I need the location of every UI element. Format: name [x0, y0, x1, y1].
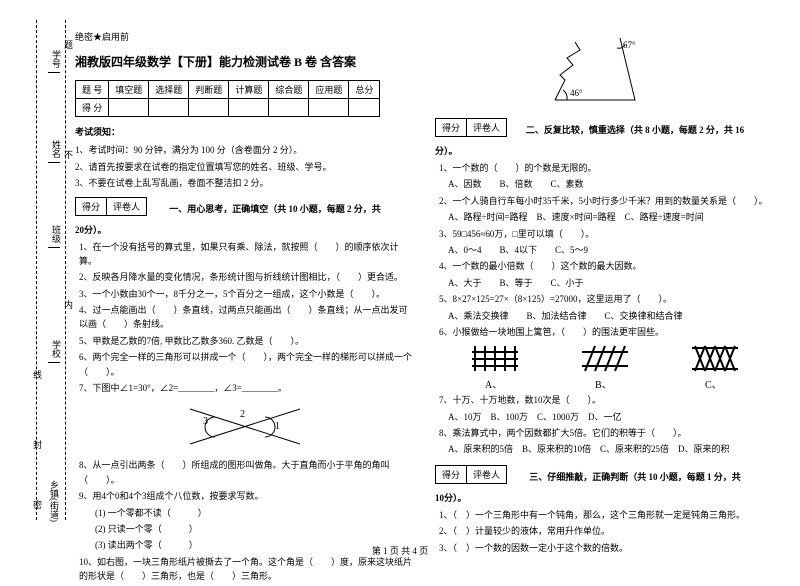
grader-box: 得分 评卷人	[435, 118, 507, 137]
svg-text:46°: 46°	[570, 88, 583, 98]
td: 得 分	[76, 99, 109, 117]
sidebar-underline	[48, 72, 60, 73]
th: 计算题	[229, 81, 269, 99]
svg-text:B、: B、	[595, 380, 612, 391]
section3-title-cont: 10分）。	[435, 491, 775, 504]
grader-cell[interactable]: 评卷人	[467, 466, 506, 483]
th: 填空题	[109, 81, 149, 99]
question: 1、在一个没有括号的算式里，如果只有乘、除法，就按照（ ）的顺序依次计算。	[79, 240, 415, 269]
grader-underline	[435, 483, 490, 484]
sub-question: (1) 一个零都不读（ ）	[95, 506, 415, 520]
question: 3、59□456≈60万，□里可以填（ ）。	[439, 227, 775, 241]
dash-mark: 题	[62, 40, 75, 49]
score-cell[interactable]: 得分	[436, 466, 467, 483]
angle-diagram: 3 2 1	[185, 399, 305, 454]
torn-triangle-diagram: 67° 46°	[545, 30, 665, 110]
th: 题 号	[76, 81, 109, 99]
td[interactable]	[309, 99, 349, 117]
td[interactable]	[229, 99, 269, 117]
question: 1、一个数的（ ）的个数是无限的。	[439, 161, 775, 175]
section1-title-cont: 20分）。	[75, 223, 415, 236]
grader-box: 得分 评卷人	[75, 197, 147, 216]
th: 应用题	[309, 81, 349, 99]
question: 4、一个数的最小倍数（ ）这个数的最大因数。	[439, 259, 775, 273]
svg-text:A、: A、	[485, 380, 502, 391]
page-footer: 第 1 页 共 4 页	[0, 544, 800, 557]
dash-mark: 不	[62, 150, 75, 159]
options: A、乘法交换律 B、加法结合律 C、交换律和结合律	[439, 309, 775, 323]
dash-mark: 密	[31, 500, 44, 509]
grader-cell[interactable]: 评卷人	[467, 119, 506, 136]
options: A、10万 B、100万 C、1000万 D、一亿	[439, 410, 775, 424]
td[interactable]	[189, 99, 229, 117]
td[interactable]	[109, 99, 149, 117]
question: 2、一个人骑自行车每小时35千米，5小时行多少千米？用到的数量关系是（ ）。	[439, 194, 775, 208]
question: 5、8×27×125=27×（8×125）=27000，这里运用了（ ）。	[439, 292, 775, 306]
th: 总分	[349, 81, 380, 99]
section2-title-cont: 分）。	[435, 144, 775, 157]
right-page: 67° 46° 得分 评卷人 二、反复比较，慎重选择（共 8 小题，每题 2 分…	[435, 30, 775, 557]
td[interactable]	[349, 99, 380, 117]
sidebar-label-xuexiao: 学校	[50, 340, 63, 358]
sidebar-label-xiangzhen: 乡镇(街道)	[48, 480, 61, 522]
sub-question: (2) 只读一个零（ ）	[95, 522, 415, 536]
notice-item: 2、请首先按要求在试卷的指定位置填写您的姓名、班级、学号。	[75, 161, 415, 175]
score-cell[interactable]: 得分	[76, 198, 107, 215]
question: 6、小猴做给一块地围上篱笆，（ ）的围法更牢固些。	[439, 325, 775, 339]
fence-options-diagram: A、 B、 C、	[455, 341, 755, 391]
sidebar-underline	[48, 362, 60, 363]
notice-item: 3、不要在试卷上乱写乱画，卷面不整洁扣 2 分。	[75, 177, 415, 191]
sidebar-underline	[48, 162, 60, 163]
svg-text:2: 2	[240, 409, 245, 420]
question: 6、两个完全一样的三角形可以拼成一个（ ），两个完全一样的梯形可以拼成一个（ ）…	[79, 350, 415, 379]
score-cell[interactable]: 得分	[436, 119, 467, 136]
td[interactable]	[149, 99, 189, 117]
td[interactable]	[269, 99, 309, 117]
options: A、原来积的5倍 B、原来积的10倍 C、原来积的25倍 D、原来的积	[439, 442, 775, 456]
question: 1、（ ）一个三角形中有一个钝角，那么，这个三角形就一定是钝角三角形。	[439, 508, 775, 522]
notice-title: 考试须知：	[75, 125, 415, 138]
question: 5、甲数是乙数的7倍, 甲数比乙数多360. 乙数是（ ）。	[79, 334, 415, 348]
exam-title: 湘教版四年级数学【下册】能力检测试卷 B 卷 含答案	[75, 53, 415, 70]
th: 判断题	[189, 81, 229, 99]
th: 综合题	[269, 81, 309, 99]
table-row: 题 号 填空题 选择题 判断题 计算题 综合题 应用题 总分	[76, 81, 380, 99]
question: 3、一个小数由30个一，8千分之一，5个百分之一组成，这个小数是（ ）。	[79, 287, 415, 301]
table-row: 得 分	[76, 99, 380, 117]
question: 9、用4个0和4个3组成个八位数，按要求写数。	[79, 489, 415, 503]
th: 选择题	[149, 81, 189, 99]
sidebar-label-banji: 班级	[50, 225, 63, 243]
options: A、因数 B、倍数 C、素数	[439, 177, 775, 191]
question: 4、过一点能画出（ ）条直线，过两点只能画出（ ）条直线；从一点出发可以画（ ）…	[79, 303, 415, 332]
options: A、大于 B、等于 C、小于	[439, 276, 775, 290]
question: 8、从一点引出两条（ ）所组成的图形叫做角。大于直角而小于平角的角叫（ ）。	[79, 458, 415, 487]
options: A、路程÷时间=路程 B、速度×时间=路程 C、路程÷速度=时间	[439, 210, 775, 224]
sidebar-label-xuehao: 学号	[50, 50, 63, 68]
question: 8、乘法算式中，两个因数都扩大5倍。它们的积等于（ ）。	[439, 426, 775, 440]
dash-mark: 封	[31, 440, 44, 449]
grader-underline	[435, 136, 490, 137]
question: 10、如右图，一块三角形纸片被撕去了一个角。这个角是（ ）度，原来这块纸片的形状…	[79, 555, 415, 584]
dash-mark: 内	[62, 300, 75, 309]
question: 7、下图中∠1=30°，∠2=________，∠3=________。	[79, 381, 415, 395]
notice-item: 1、考试时间：90 分钟，满分为 100 分（含卷面分 2 分）。	[75, 144, 415, 158]
dash-mark: 线	[31, 370, 44, 379]
grader-underline	[75, 215, 130, 216]
svg-text:C、: C、	[705, 380, 722, 391]
grader-cell[interactable]: 评卷人	[107, 198, 146, 215]
secret-label: 绝密★启用前	[75, 30, 415, 43]
dashed-line-2	[65, 20, 66, 520]
sidebar-underline	[48, 247, 60, 248]
score-summary-table: 题 号 填空题 选择题 判断题 计算题 综合题 应用题 总分 得 分	[75, 80, 380, 117]
question: 2、反映各月降水量的变化情况，条形统计图与折线统计图相比，（ ）更合适。	[79, 270, 415, 284]
options: A、0～4 B、4以下 C、5～9	[439, 243, 775, 257]
left-page: 绝密★启用前 湘教版四年级数学【下册】能力检测试卷 B 卷 含答案 题 号 填空…	[75, 30, 415, 586]
question: 7、十万、十万地数，数10次是（ ）。	[439, 393, 775, 407]
svg-text:1: 1	[275, 421, 280, 432]
grader-box: 得分 评卷人	[435, 465, 507, 484]
question: 2、（ ）计量较少的液体，常用升作单位。	[439, 524, 775, 538]
